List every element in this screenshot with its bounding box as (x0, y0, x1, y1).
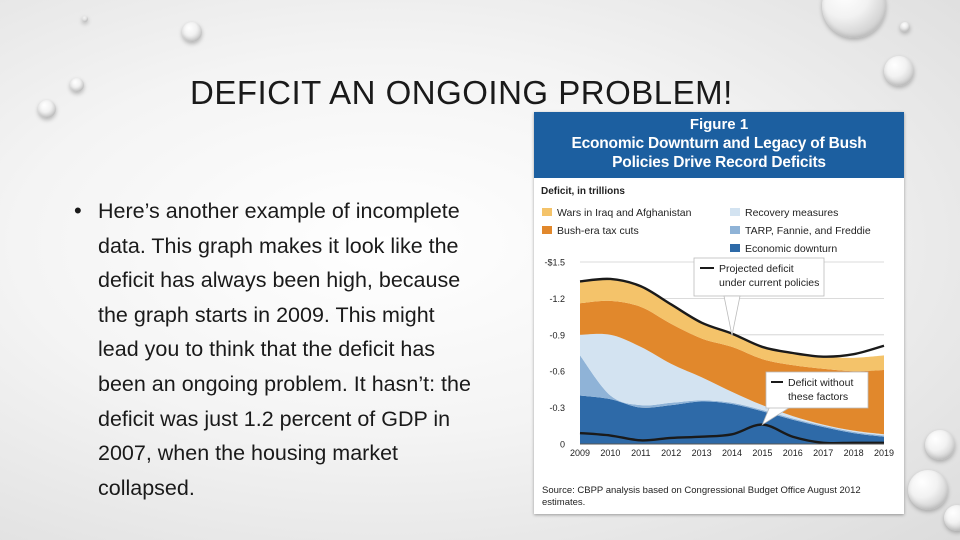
slide-title: DEFICIT AN ONGOING PROBLEM! (190, 74, 733, 111)
callout-text: these factors (788, 391, 848, 403)
area-wars-in-iraq-and-afghanistan (580, 278, 884, 372)
callout-pointer (723, 295, 741, 336)
decorative-bubble (900, 22, 910, 32)
x-tick-label: 2009 (570, 448, 590, 458)
x-tick-label: 2019 (874, 448, 894, 458)
legend-tarp: TARP, Fannie, and Freddie (730, 225, 871, 237)
annotation-layer: Projected deficit under current policies D… (693, 257, 869, 426)
area-recovery-measures (580, 333, 884, 436)
area-economic-downturn (580, 395, 884, 444)
decorative-bubble (944, 505, 960, 531)
y-tick-label: -0.3 (549, 403, 565, 413)
bullet-list: • Here’s another example of incomplete d… (74, 194, 474, 505)
decorative-bubble (884, 56, 914, 86)
y-tick-label: -0.9 (549, 330, 565, 340)
legend-label: TARP, Fannie, and Freddie (745, 225, 871, 237)
figure-title: Economic Downturn and Legacy of Bush Pol… (534, 134, 904, 172)
chart-ylabel: Deficit, in trillions (541, 186, 625, 197)
source-note: Source: CBPP analysis based on Congressi… (542, 485, 897, 508)
figure-title-line1: Economic Downturn and Legacy of Bush (571, 135, 867, 152)
decorative-bubble (70, 78, 84, 92)
legend-label: Wars in Iraq and Afghanistan (557, 207, 692, 219)
y-tick-label: -1.2 (549, 294, 565, 304)
deficit-area-chart: -$1.5 -1.2 -0.9 -0.6 -0.3 0 2009 2010 2011 2012 20… (544, 257, 894, 459)
decorative-bubble (908, 470, 948, 510)
legend-label: Recovery measures (745, 207, 839, 219)
callout-text: Deficit without (788, 377, 853, 389)
figure-number: Figure 1 (689, 116, 749, 133)
legend-swatch (730, 244, 740, 252)
decorative-bubble (822, 0, 886, 38)
y-tick-label: -$1.5 (544, 258, 565, 268)
legend-swatch (542, 226, 552, 234)
legend-swatch (542, 208, 552, 216)
source-line1: Source: CBPP analysis based on Congressi… (542, 485, 861, 496)
deficit-without-factors-line (579, 423, 884, 445)
x-tick-label: 2013 (692, 448, 712, 458)
x-tick-label: 2015 (752, 448, 772, 458)
legend-tax-cuts: Bush-era tax cuts (542, 225, 639, 237)
callout-box (765, 371, 869, 409)
callout-text: under current policies (719, 277, 819, 289)
x-tick-label: 2016 (783, 448, 803, 458)
legend-recovery: Recovery measures (730, 207, 838, 219)
x-tick-label: 2012 (661, 448, 681, 458)
x-tick-label: 2018 (844, 448, 864, 458)
figure-image: Figure 1 Economic Downturn and Legacy of… (534, 112, 904, 514)
callout-projected: Projected deficit under current policies (693, 257, 825, 336)
x-tick-label: 2011 (631, 448, 650, 458)
figure-header: Figure 1 Economic Downturn and Legacy of… (534, 112, 904, 178)
legend-wars: Wars in Iraq and Afghanistan (542, 207, 691, 219)
x-tick-label: 2017 (813, 448, 833, 458)
callout-without-factors: Deficit without these factors (761, 371, 869, 426)
legend-downturn: Economic downturn (730, 243, 837, 255)
decorative-bubble (925, 430, 955, 460)
bullet-marker: • (74, 198, 82, 223)
callout-text: Projected deficit (719, 263, 794, 275)
legend-label: Bush-era tax cuts (557, 225, 639, 237)
decorative-bubble (82, 16, 88, 22)
legend-swatch (730, 226, 740, 234)
legend-label: Economic downturn (745, 243, 838, 255)
callout-box (693, 257, 825, 297)
decorative-bubble (182, 22, 202, 42)
y-tick-label: -0.6 (549, 367, 565, 377)
y-tick-label: 0 (560, 440, 565, 450)
x-tick-label: 2010 (600, 448, 620, 458)
axis-layer: -$1.5 -1.2 -0.9 -0.6 -0.3 0 2009 2010 2011 2012 20… (544, 258, 894, 459)
bullet-text: Here’s another example of incomplete dat… (98, 199, 471, 500)
figure-title-line2: Policies Drive Record Deficits (612, 154, 826, 171)
decorative-bubble (38, 100, 56, 118)
x-tick-label: 2014 (722, 448, 742, 458)
source-line2: estimates. (542, 496, 586, 508)
legend-swatch (730, 208, 740, 216)
